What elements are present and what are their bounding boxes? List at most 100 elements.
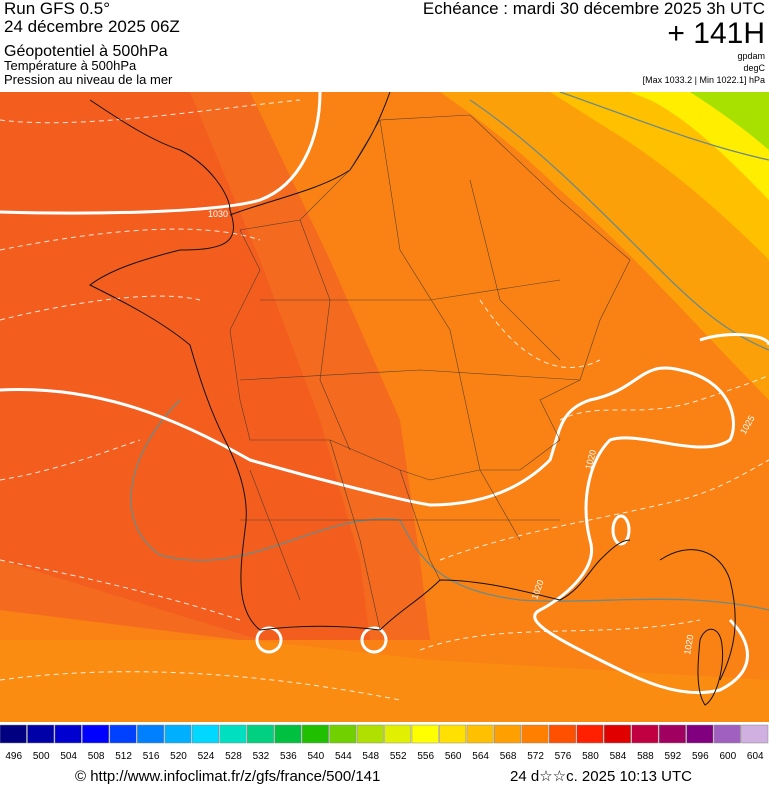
scale-swatch: [439, 724, 467, 744]
scale-label: 512: [115, 751, 132, 762]
unit-label: degC: [743, 63, 765, 73]
scale-label: 516: [143, 751, 160, 762]
scale-swatch: [274, 724, 302, 744]
scale-swatch: [356, 724, 384, 744]
pressure-range: [Max 1033.2 | Min 1022.1] hPa: [643, 75, 765, 85]
temperature-line: [439, 459, 769, 561]
scale-label: 540: [307, 751, 324, 762]
scale-swatch: [27, 724, 55, 744]
temperature-line: [0, 99, 301, 124]
lead-time: + 141H: [667, 17, 765, 50]
scale-swatch: [82, 724, 110, 744]
scale-swatch: [658, 724, 686, 744]
field-subtitle: Température à 500hPa: [4, 58, 137, 73]
scale-label: 552: [390, 751, 407, 762]
scale-label: 536: [280, 751, 297, 762]
unit-label: gpdam: [737, 51, 765, 61]
scale-label: 508: [88, 751, 105, 762]
scale-swatch: [54, 724, 82, 744]
scale-label: 548: [362, 751, 379, 762]
color-scale: 496 500 504 508 512 516 520 524 528 532 536 540 544 5…: [0, 724, 769, 762]
scale-swatch: [713, 724, 741, 744]
scale-label: 564: [472, 751, 489, 762]
timestamp: 24 d☆☆c. 2025 10:13 UTC: [510, 768, 692, 785]
isobar-label: 1030: [208, 209, 228, 219]
temperature-line: [0, 439, 141, 481]
temperature-line: [0, 671, 401, 701]
isobar: [255, 626, 283, 654]
scale-label: 532: [253, 751, 270, 762]
scale-swatch: [137, 724, 165, 744]
scale-swatch: [576, 724, 604, 744]
scale-swatch: [192, 724, 219, 744]
scale-swatch: [301, 724, 329, 744]
scale-swatch: [0, 724, 27, 744]
isobar: [360, 626, 388, 654]
run-title: Run GFS 0.5°: [4, 0, 110, 18]
scale-label: 584: [610, 751, 627, 762]
scale-swatch: [246, 724, 274, 744]
scale-label: 580: [582, 751, 599, 762]
isobar: [0, 366, 749, 695]
scale-swatch: [411, 724, 439, 744]
temperature-line: [0, 559, 241, 621]
scale-label: 524: [198, 751, 215, 762]
field-title: Géopotentiel à 500hPa: [4, 43, 168, 60]
scale-swatch: [494, 724, 522, 744]
isobar: [611, 514, 631, 546]
temperature-band: [680, 92, 769, 150]
field-subtitle: Pression au niveau de la mer: [4, 72, 173, 87]
scale-label: 500: [33, 751, 50, 762]
temperature-line: [0, 295, 201, 321]
temperature-band: [0, 92, 370, 640]
scale-label: 544: [335, 751, 352, 762]
geopotential-line: [130, 399, 769, 611]
scale-swatch: [631, 724, 659, 744]
scale-label: 568: [500, 751, 517, 762]
scale-swatch: [549, 724, 576, 744]
scale-swatch: [521, 724, 549, 744]
footer: © http://www.infoclimat.fr/z/gfs/france/…: [75, 768, 692, 785]
scale-label: 604: [747, 751, 764, 762]
scale-label: 572: [527, 751, 544, 762]
temperature-line: [419, 619, 701, 651]
coastline: [89, 99, 631, 631]
scale-swatch: [741, 724, 769, 744]
scale-swatch: [109, 724, 137, 744]
temperature-band: [0, 640, 769, 722]
scale-label: 600: [719, 751, 736, 762]
scale-swatch: [384, 724, 412, 744]
department-border: [239, 119, 581, 631]
geopotential-line: [469, 99, 769, 351]
source-link: © http://www.infoclimat.fr/z/gfs/france/…: [75, 768, 380, 785]
scale-swatch: [219, 724, 247, 744]
scale-label: 596: [692, 751, 709, 762]
run-date: 24 décembre 2025 06Z: [4, 17, 180, 36]
scale-label: 504: [60, 751, 77, 762]
scale-label: 592: [665, 751, 682, 762]
scale-label: 560: [445, 751, 462, 762]
scale-label: 528: [225, 751, 242, 762]
border: [229, 114, 631, 481]
coastline: [659, 549, 736, 681]
geopotential-line: [559, 92, 769, 161]
temperature-line: [559, 374, 769, 421]
scale-swatch: [686, 724, 714, 744]
temperature-line: [479, 299, 601, 368]
valid-time: Echéance : mardi 30 décembre 2025 3h UTC: [423, 0, 765, 18]
scale-label: 496: [5, 751, 22, 762]
isobar: [0, 92, 322, 215]
coastline: [697, 628, 724, 706]
scale-label: 556: [417, 751, 434, 762]
isobar-label: 1020: [682, 634, 695, 655]
temperature-line: [0, 228, 261, 251]
scale-label: 576: [555, 751, 572, 762]
scale-swatch: [603, 724, 631, 744]
scale-label: 588: [637, 751, 654, 762]
scale-label: 520: [170, 751, 187, 762]
scale-swatch: [329, 724, 357, 744]
map: 1030 1020 1020 1020 1025: [0, 92, 769, 722]
header: Run GFS 0.5° 24 décembre 2025 06Z Géopot…: [4, 0, 766, 87]
isobar: [699, 333, 769, 346]
